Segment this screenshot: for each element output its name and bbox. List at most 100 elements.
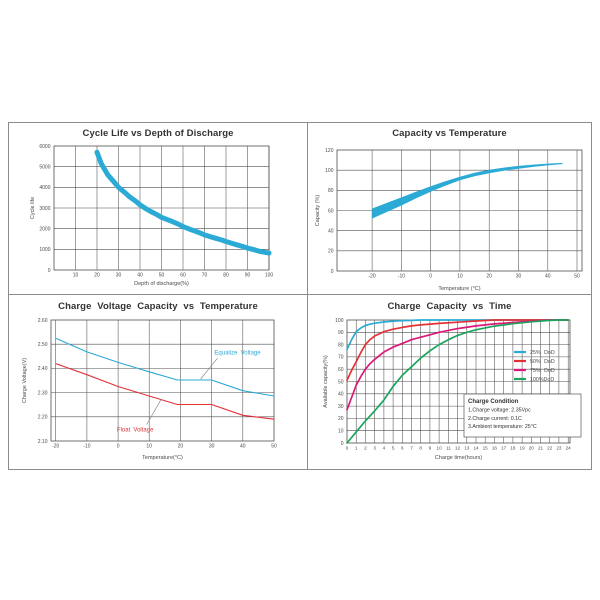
y-axis-label: Charge Voltage(V)	[22, 358, 28, 403]
y-tick-label: 6000	[39, 144, 50, 150]
x-tick-label: 1	[355, 446, 358, 451]
y-tick-label: 0	[331, 269, 334, 275]
x-tick-label: 20	[486, 274, 492, 280]
panel-charge-capacity-vs-time: Charge Capacity vs Time 0 1 2 3 4 5 6 7 8 9 10 11 12…	[308, 295, 591, 469]
x-tick-label: 40	[137, 273, 143, 279]
charge-condition-box: Charge Condition 1.Charge voltage: 2.35Vp…	[463, 393, 582, 438]
annotation-float-voltage-label: Float Voltage	[117, 427, 154, 433]
y-tick-label: 120	[325, 148, 334, 154]
chart-title-capacity-temperature: Capacity vs Temperature	[392, 128, 507, 139]
x-tick-label: 50	[574, 274, 580, 280]
series-equalize-voltage	[55, 337, 275, 397]
x-tick-label: 0	[429, 274, 432, 280]
charge-condition-line: 3.Ambient temperature: 25°C	[468, 424, 537, 430]
y-tick-label: 5000	[39, 165, 50, 171]
x-tick-label: 13	[464, 446, 470, 451]
y-tick-label: 2.60	[38, 318, 48, 324]
y-tick-label: 100	[335, 318, 344, 324]
annotation-leader-line	[200, 357, 218, 380]
x-axis-label: Temperature(°C)	[142, 455, 183, 461]
x-tick-label: 23	[556, 446, 562, 451]
y-tick-label: 40	[328, 229, 334, 235]
y-axis-label: Available capacity(%)	[323, 355, 329, 408]
legend-item-100-dod: 100%DoD	[514, 377, 554, 383]
x-tick-label: 10	[437, 446, 443, 451]
x-axis-label: Charge time(hours)	[435, 455, 483, 461]
x-tick-label: 12	[455, 446, 461, 451]
series-75-percent-dod	[346, 319, 570, 411]
y-tick-label: 20	[338, 416, 344, 422]
x-tick-label: 40	[545, 274, 551, 280]
y-tick-label: 80	[338, 342, 344, 348]
x-tick-label: 22	[547, 446, 553, 451]
y-tick-label: 60	[338, 367, 344, 373]
series-cycle-life	[94, 149, 272, 256]
x-tick-label: 60	[180, 273, 186, 279]
x-tick-label: 10	[73, 273, 79, 279]
x-tick-label: 10	[146, 444, 152, 450]
chart-title-cycle-life: Cycle Life vs Depth of Discharge	[82, 128, 234, 139]
x-tick-label: 40	[240, 444, 246, 450]
x-tick-label: 70	[202, 273, 208, 279]
legend-item-25-dod: 25% DoD	[514, 350, 555, 356]
x-tick-label: 30	[116, 273, 122, 279]
x-tick-label: 30	[516, 274, 522, 280]
series-float-voltage	[55, 363, 275, 420]
y-axis-label: Capacity (%)	[315, 195, 321, 227]
legend-label: 100%DoD	[530, 377, 554, 383]
y-tick-label: 80	[328, 188, 334, 194]
x-tick-label: 5	[392, 446, 395, 451]
x-tick-label: 17	[501, 446, 507, 451]
legend-item-50-dod: 50% DoD	[514, 359, 555, 365]
y-tick-label: 2.10	[38, 439, 48, 445]
x-tick-label: 11	[446, 446, 451, 451]
x-tick-label: 0	[346, 446, 349, 451]
charge-condition-border	[463, 393, 582, 438]
chart-title-charge-capacity: Charge Capacity vs Time	[387, 301, 512, 312]
series-50-percent-dod	[346, 319, 570, 382]
y-tick-label: 70	[338, 355, 344, 361]
x-tick-label: 16	[492, 446, 498, 451]
x-tick-label: 8	[419, 446, 422, 451]
plot-frame	[53, 145, 270, 271]
legend: 25% DoD 50% DoD 75% DoD 100%DoD	[514, 350, 555, 383]
cycle-life-chart: 10 20 30 40 50 60 70 80 90 1000100020003000400050…	[30, 144, 274, 287]
x-tick-label: 14	[473, 446, 479, 451]
x-tick-label: 100	[265, 273, 274, 279]
x-axis-label: Depth of discharge(%)	[134, 281, 189, 287]
y-tick-label: 2.30	[38, 390, 48, 396]
panel-charge-voltage-vs-temperature: Charge Voltage Capacity vs Temperature -…	[9, 295, 308, 469]
charge-condition-line: 1.Charge voltage: 2.35Vpc	[468, 408, 531, 414]
series-100-percent-dod	[346, 319, 570, 444]
x-tick-label: 24	[566, 446, 572, 451]
y-tick-label: 20	[328, 249, 334, 255]
x-tick-label: 3	[373, 446, 376, 451]
x-tick-label: 6	[401, 446, 404, 451]
x-tick-label: -10	[398, 274, 405, 280]
x-tick-label: 7	[410, 446, 413, 451]
y-tick-label: 2000	[39, 227, 50, 233]
y-tick-label: 0	[48, 268, 51, 274]
y-tick-label: 10	[338, 429, 344, 435]
x-tick-label: -20	[52, 444, 59, 450]
legend-label: 25% DoD	[530, 350, 555, 356]
charge-condition-line: 2.Charge current: 0.1C	[468, 416, 522, 422]
series-25-percent-dod	[346, 319, 570, 351]
x-tick-label: 18	[510, 446, 516, 451]
legend-item-75-dod: 75% DoD	[514, 368, 555, 374]
y-tick-label: 3000	[39, 206, 50, 212]
y-axis-label: Cycle life	[30, 197, 36, 219]
x-tick-label: 0	[117, 444, 120, 450]
chart-title-charge-voltage: Charge Voltage Capacity vs Temperature	[58, 301, 258, 312]
panel-cycle-life-vs-depth-of-discharge: Cycle Life vs Depth of Discharge 10 20 30 4…	[9, 123, 308, 295]
x-tick-label: 80	[223, 273, 229, 279]
legend-label: 50% DoD	[530, 359, 555, 365]
y-tick-label: 2.50	[38, 342, 48, 348]
x-tick-label: 50	[271, 444, 277, 450]
annotation-equalize-voltage-label: Equalize Voltage	[214, 350, 261, 356]
charge-capacity-chart: 0 1 2 3 4 5 6 7 8 9 10 11 12 13 14 15 16 17 18 19 20 21 22 23 24…	[323, 318, 582, 461]
charts-grid: Cycle Life vs Depth of Discharge 10 20 30 4…	[8, 122, 592, 470]
x-axis-label: Temperature (°C)	[438, 286, 480, 292]
x-tick-label: 20	[94, 273, 100, 279]
